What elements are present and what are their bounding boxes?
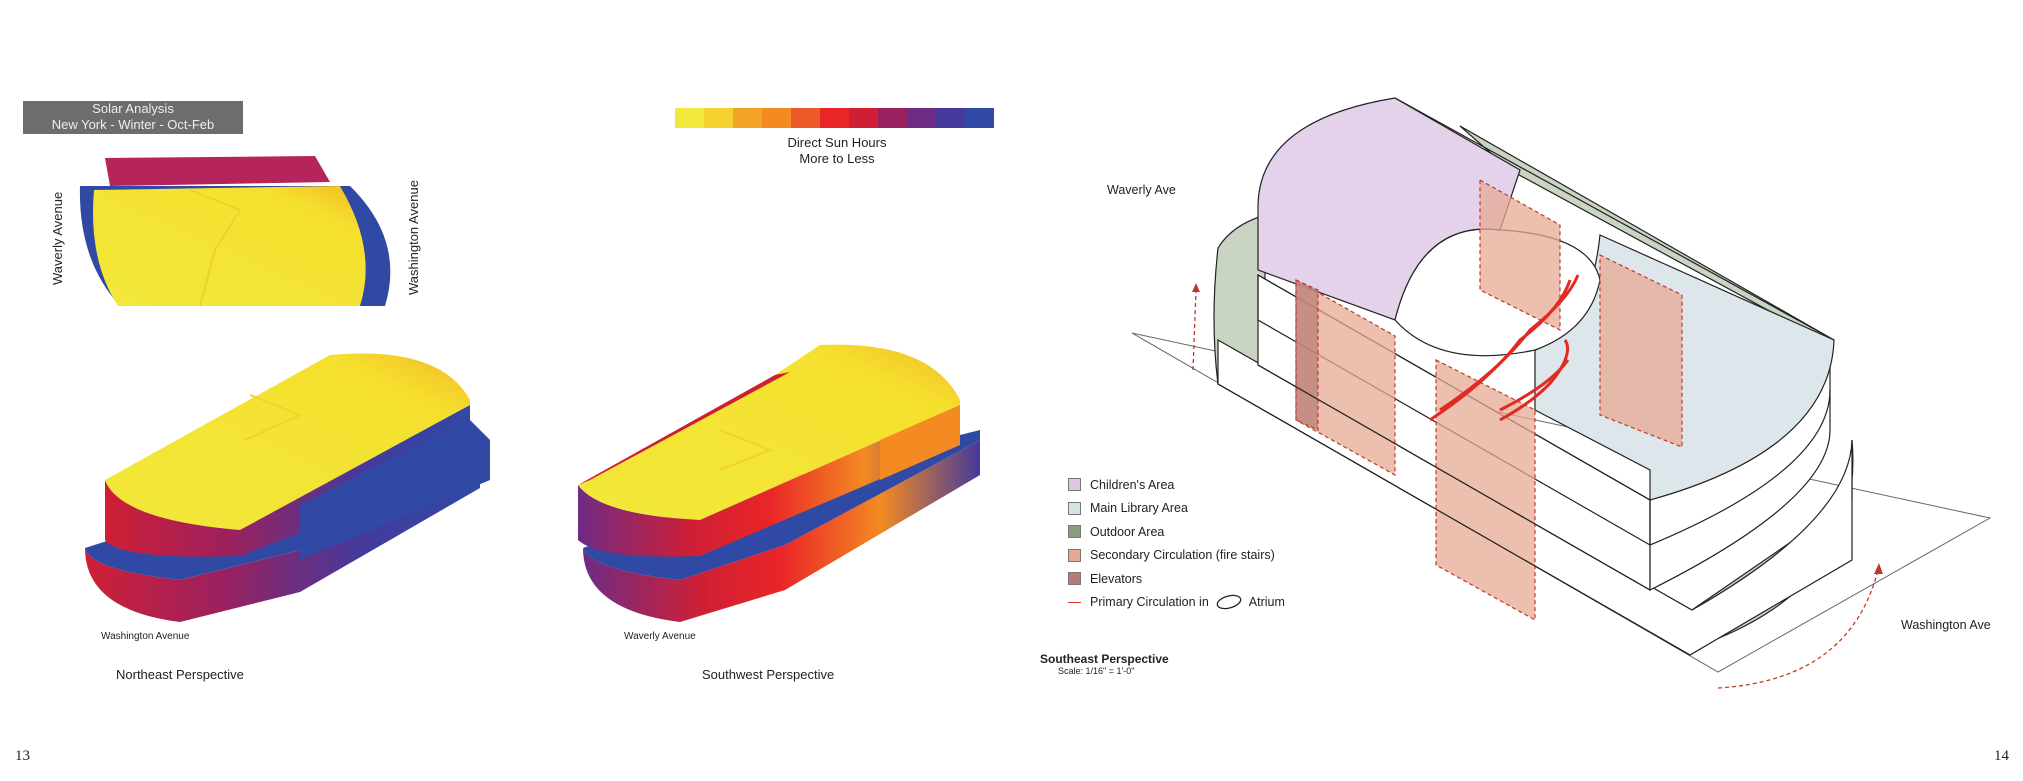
southwest-perspective-model: [578, 344, 980, 622]
sun-hours-swatch: [907, 108, 936, 128]
sun-hours-swatch: [965, 108, 994, 128]
legend-item: Elevators: [1068, 567, 1285, 591]
entry-arrows: [1192, 289, 1879, 689]
sun-hours-swatch: [820, 108, 849, 128]
sun-hours-legend-text: Direct Sun Hours More to Less: [737, 135, 937, 167]
legend-label: Elevators: [1090, 571, 1143, 586]
legend-swatch: [1068, 478, 1081, 492]
southeast-perspective-model: [1131, 97, 1992, 673]
legend-item: Secondary Circulation (fire stairs): [1068, 544, 1285, 568]
southwest-perspective-label: Southwest Perspective: [702, 667, 835, 682]
page-number-right: 14: [1994, 748, 2009, 764]
legend-item-primary-circulation: Primary Circulation in Atrium: [1068, 591, 1285, 615]
atrium-primary-circulation-stairs: [1429, 274, 1580, 422]
legend-swatch: [1068, 525, 1081, 539]
sun-hours-swatch: [733, 108, 762, 128]
legend-label: Children's Area: [1090, 477, 1175, 492]
sun-hours-legend-line2: More to Less: [799, 151, 875, 166]
legend-swatch: [1068, 572, 1081, 586]
legend-label: Outdoor Area: [1090, 524, 1165, 539]
legend-label: Secondary Circulation (fire stairs): [1090, 548, 1275, 563]
legend-item: Outdoor Area: [1068, 520, 1285, 544]
solar-title-box: Solar Analysis New York - Winter - Oct-F…: [23, 101, 243, 134]
plan-street-right: Washington Avenue: [406, 180, 421, 295]
sun-hours-swatch: [704, 108, 733, 128]
solar-title-line2: New York - Winter - Oct-Feb: [51, 117, 215, 132]
sun-hours-swatch: [675, 108, 704, 128]
southeast-perspective-title: Southeast Perspective: [1040, 652, 1169, 666]
legend-swatch: [1068, 548, 1081, 562]
southeast-scale: Scale: 1/16" = 1'-0": [1058, 666, 1135, 676]
legend-item: Children's Area: [1068, 473, 1285, 497]
sun-hours-legend-line1: Direct Sun Hours: [787, 135, 887, 150]
legend-label-primary: Primary Circulation in: [1090, 595, 1209, 610]
sun-hours-swatch: [762, 108, 791, 128]
sun-hours-swatch: [936, 108, 965, 128]
southeast-street-top: Waverly Ave: [1107, 183, 1176, 197]
program-legend: Children's Area Main Library Area Outdoor …: [1068, 473, 1285, 614]
primary-circulation-line-icon: [1068, 601, 1081, 603]
northeast-street-label: Washington Avenue: [101, 631, 190, 642]
sun-hours-swatch: [878, 108, 907, 128]
sun-hours-swatch: [791, 108, 820, 128]
northeast-perspective-model: [85, 353, 490, 622]
page-number-left: 13: [15, 748, 30, 764]
sun-hours-color-scale: [675, 108, 994, 128]
entry-arrow-head-icon: [1874, 563, 1883, 574]
legend-swatch: [1068, 501, 1081, 515]
sun-hours-swatch: [849, 108, 878, 128]
solar-title-line1: Solar Analysis: [92, 101, 174, 116]
legend-label: Main Library Area: [1090, 501, 1188, 516]
legend-label-atrium: Atrium: [1248, 595, 1285, 610]
southwest-street-label: Waverly Avenue: [624, 631, 696, 642]
entry-arrow-head-icon: [1192, 283, 1200, 292]
plan-street-left: Waverly Avenue: [50, 191, 65, 285]
legend-item: Main Library Area: [1068, 497, 1285, 521]
solar-plan-view: [79, 156, 391, 307]
northeast-perspective-label: Northeast Perspective: [116, 667, 244, 682]
southeast-street-bottom: Washington Ave: [1901, 618, 1991, 632]
atrium-outline-icon: [1216, 595, 1242, 610]
